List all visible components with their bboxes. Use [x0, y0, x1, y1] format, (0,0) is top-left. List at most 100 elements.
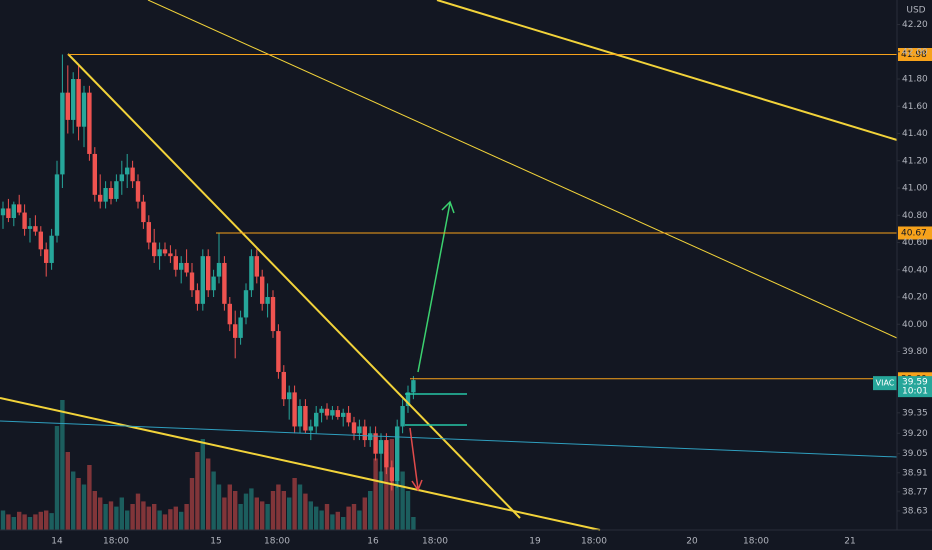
- y-tick-label: 40.40: [902, 265, 928, 275]
- volume-bar: [276, 484, 281, 530]
- volume-bar: [44, 510, 49, 530]
- candle-body: [384, 440, 389, 468]
- candle-body: [351, 422, 357, 434]
- candle-body: [330, 410, 335, 416]
- candle-body: [0, 208, 6, 216]
- candle-body: [168, 253, 173, 257]
- volume-bar: [211, 471, 216, 530]
- symbol-box: [873, 376, 897, 391]
- currency: USD: [906, 6, 925, 16]
- candle-body: [125, 167, 130, 175]
- volume-bar: [81, 484, 87, 530]
- candle-body: [130, 167, 135, 182]
- trend-line: [0, 420, 898, 458]
- candle-body: [395, 426, 400, 481]
- candle-body: [400, 406, 405, 427]
- volume-bar: [184, 504, 189, 530]
- y-tick-label: 41.60: [902, 102, 928, 112]
- volume-bar: [384, 452, 389, 530]
- volume-bar: [114, 506, 119, 530]
- y-tick-label: 38.63: [902, 506, 928, 516]
- volume-bar: [22, 514, 27, 530]
- volume-bar: [324, 504, 330, 530]
- volume-bar: [249, 488, 254, 530]
- candle-body: [292, 392, 297, 427]
- candle-body: [49, 235, 54, 263]
- candle-body: [152, 242, 157, 257]
- candle-body: [17, 204, 22, 213]
- candle-body: [260, 276, 265, 304]
- candle-body: [135, 181, 141, 202]
- candle-body: [249, 256, 254, 291]
- volume-bar: [152, 504, 157, 530]
- volume-bar: [341, 517, 346, 530]
- candle-body: [281, 371, 286, 400]
- y-tick-label: 39.35: [902, 408, 928, 418]
- volume-bar: [103, 504, 108, 530]
- candle-body: [71, 79, 76, 120]
- drawings: [0, 0, 898, 531]
- volume-bar: [135, 493, 141, 530]
- candle-body: [54, 174, 60, 236]
- candle-body: [389, 467, 394, 481]
- candle-body: [173, 256, 178, 270]
- candle-body: [179, 262, 184, 270]
- volume-bar: [71, 471, 76, 530]
- y-tick-label: 40.80: [902, 211, 928, 221]
- volume-bar: [125, 510, 130, 530]
- candle-body: [362, 426, 367, 441]
- volume-bar: [216, 484, 222, 530]
- volume-bar: [335, 511, 340, 530]
- last-price-box: [898, 376, 932, 398]
- candle-body: [184, 262, 189, 273]
- volume-bar: [243, 493, 249, 530]
- volume-bar: [260, 501, 265, 530]
- volume-bar: [119, 497, 124, 530]
- candle-body: [114, 181, 119, 199]
- x-tick-label: 18:00: [581, 537, 607, 547]
- candle-body: [357, 426, 362, 434]
- x-tick-label: 18:00: [103, 537, 129, 547]
- volume-bar: [206, 458, 211, 530]
- candle-body: [341, 412, 346, 417]
- volume-bar: [189, 478, 195, 530]
- y-tick-label: 41.80: [902, 75, 928, 85]
- candle-body: [324, 408, 330, 416]
- volume-bar: [162, 514, 168, 530]
- volume-bar: [76, 478, 81, 530]
- y-tick-label: 42.00: [902, 47, 928, 57]
- candle-body: [157, 249, 162, 257]
- down-arrow: [409, 427, 423, 492]
- volume-bar: [60, 400, 65, 530]
- volume-bar: [157, 510, 162, 530]
- volume-bar: [265, 504, 270, 530]
- candle-layer: [0, 54, 416, 491]
- volume-bar: [195, 452, 200, 530]
- volume-bar: [378, 471, 384, 530]
- volume-bar: [87, 465, 92, 530]
- volume-bar: [411, 517, 416, 530]
- volume-bar: [49, 513, 54, 530]
- candle-body: [87, 92, 92, 154]
- volume-bar: [146, 506, 151, 530]
- trend-line: [67, 53, 521, 519]
- candle-body: [33, 226, 38, 232]
- y-tick-label: 40.20: [902, 293, 928, 303]
- volume-bar: [357, 510, 362, 530]
- volume-bar: [141, 501, 146, 530]
- candle-body: [22, 212, 27, 229]
- volume-bar: [168, 509, 173, 530]
- symbol-label: VIAC: [876, 379, 895, 388]
- volume-bar: [227, 484, 232, 530]
- candle-body: [276, 331, 281, 372]
- candle-body: [319, 408, 324, 413]
- volume-layer: [0, 400, 416, 530]
- level-box: [898, 226, 932, 240]
- candle-body: [335, 410, 340, 417]
- candle-body: [27, 226, 33, 229]
- volume-bar: [6, 514, 11, 530]
- candle-body: [81, 92, 87, 127]
- candle-body: [227, 303, 232, 325]
- candle-body: [297, 406, 303, 427]
- candle-body: [243, 290, 249, 318]
